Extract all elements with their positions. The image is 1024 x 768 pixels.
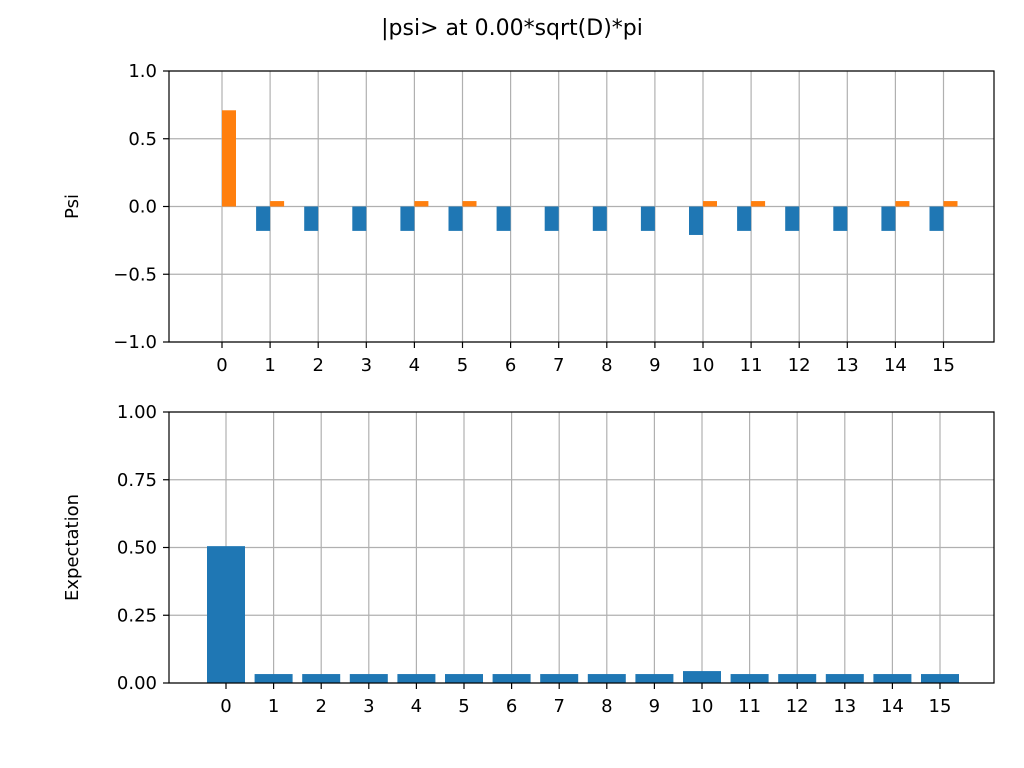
x-tick-label: 4	[411, 696, 422, 717]
figure-title: |psi> at 0.00*sqrt(D)*pi	[381, 16, 643, 41]
x-tick-label: 9	[649, 696, 660, 717]
bar	[587, 674, 626, 683]
expectation-bars	[207, 546, 959, 683]
bar	[544, 206, 559, 231]
x-tick-label: 12	[788, 355, 811, 376]
bar	[222, 110, 236, 207]
x-tick-label: 2	[312, 355, 323, 376]
y-tick-label: 0.0	[128, 197, 157, 218]
expectation-xticks: 0 1 2 3 4 5 6 7 8 9 10 11 12 13 14 15	[220, 683, 951, 717]
y-tick-label: 1.00	[117, 402, 157, 423]
bar	[778, 674, 817, 683]
psi-ylabel: Psi	[62, 194, 83, 219]
x-tick-label: 14	[881, 696, 904, 717]
bar	[635, 674, 674, 683]
expectation-ylabel: Expectation	[62, 494, 83, 601]
x-tick-label: 7	[553, 696, 564, 717]
y-tick-label: 1.0	[128, 61, 157, 82]
x-tick-label: 11	[738, 696, 761, 717]
bar	[270, 201, 285, 207]
bar	[703, 201, 717, 207]
x-tick-label: 5	[457, 355, 468, 376]
x-tick-label: 8	[601, 355, 612, 376]
x-tick-label: 15	[932, 355, 955, 376]
x-tick-label: 14	[884, 355, 907, 376]
bar	[895, 201, 910, 207]
bar	[592, 206, 607, 231]
x-tick-label: 9	[649, 355, 660, 376]
x-tick-label: 6	[506, 696, 517, 717]
x-tick-label: 0	[220, 696, 231, 717]
x-tick-label: 12	[786, 696, 809, 717]
x-tick-label: 15	[929, 696, 952, 717]
bar	[751, 201, 766, 207]
bar	[737, 206, 752, 231]
bar	[683, 671, 721, 683]
x-tick-label: 3	[361, 355, 372, 376]
x-tick-label: 1	[268, 696, 279, 717]
bar	[256, 206, 271, 231]
y-tick-label: 0.75	[117, 470, 157, 491]
bar	[640, 206, 655, 231]
bar	[730, 674, 769, 683]
x-tick-label: 11	[740, 355, 763, 376]
y-tick-label: 0.5	[128, 129, 157, 150]
y-tick-label: 0.25	[117, 605, 157, 626]
psi-subplot: 0 1 2 3 4 5 6 7 8 9 10 11 12 13 14 15 1.00.50.0−0.5−1.0…	[62, 61, 995, 376]
bar	[448, 206, 463, 231]
bar	[207, 546, 245, 683]
bar	[302, 674, 341, 683]
y-tick-label: 0.00	[117, 673, 157, 694]
expectation-yticks: 1.00 0.75 0.50 0.25 0.00	[117, 402, 169, 694]
bar	[349, 674, 388, 683]
y-tick-label: −1.0	[113, 332, 157, 353]
psi-yticks: 1.0 0.5 0.0 −0.5 −1.0	[113, 61, 169, 353]
y-tick-label: 0.50	[117, 538, 157, 559]
bar	[496, 206, 511, 231]
x-tick-label: 10	[692, 355, 715, 376]
bar	[397, 674, 436, 683]
x-tick-label: 5	[458, 696, 469, 717]
bar	[540, 674, 579, 683]
psi-xticks: 0 1 2 3 4 5 6 7 8 9 10 11 12 13 14 15	[216, 342, 955, 376]
bar	[921, 674, 959, 683]
bar	[943, 201, 958, 207]
psi-bars	[222, 110, 958, 235]
x-tick-label: 6	[505, 355, 516, 376]
bar	[689, 206, 703, 235]
bar	[352, 206, 367, 231]
x-tick-label: 3	[363, 696, 374, 717]
bar	[881, 206, 896, 231]
x-tick-label: 0	[216, 355, 227, 376]
y-tick-label: −0.5	[113, 264, 157, 285]
x-tick-label: 13	[836, 355, 859, 376]
bar	[785, 206, 800, 231]
bar	[873, 674, 912, 683]
x-tick-label: 2	[315, 696, 326, 717]
bar	[833, 206, 848, 231]
bar	[929, 206, 944, 231]
bar	[414, 201, 429, 207]
bar	[254, 674, 293, 683]
bar	[825, 674, 864, 683]
x-tick-label: 10	[691, 696, 714, 717]
bar	[400, 206, 415, 231]
bar	[492, 674, 531, 683]
x-tick-label: 1	[264, 355, 275, 376]
bar	[462, 201, 477, 207]
expectation-subplot: 0 1 2 3 4 5 6 7 8 9 10 11 12 13 14 15 1.000.750.500.250…	[62, 402, 995, 717]
x-tick-label: 4	[409, 355, 420, 376]
x-tick-label: 13	[833, 696, 856, 717]
x-tick-label: 7	[553, 355, 564, 376]
bar	[304, 206, 319, 231]
x-tick-label: 8	[601, 696, 612, 717]
bar	[445, 674, 483, 683]
